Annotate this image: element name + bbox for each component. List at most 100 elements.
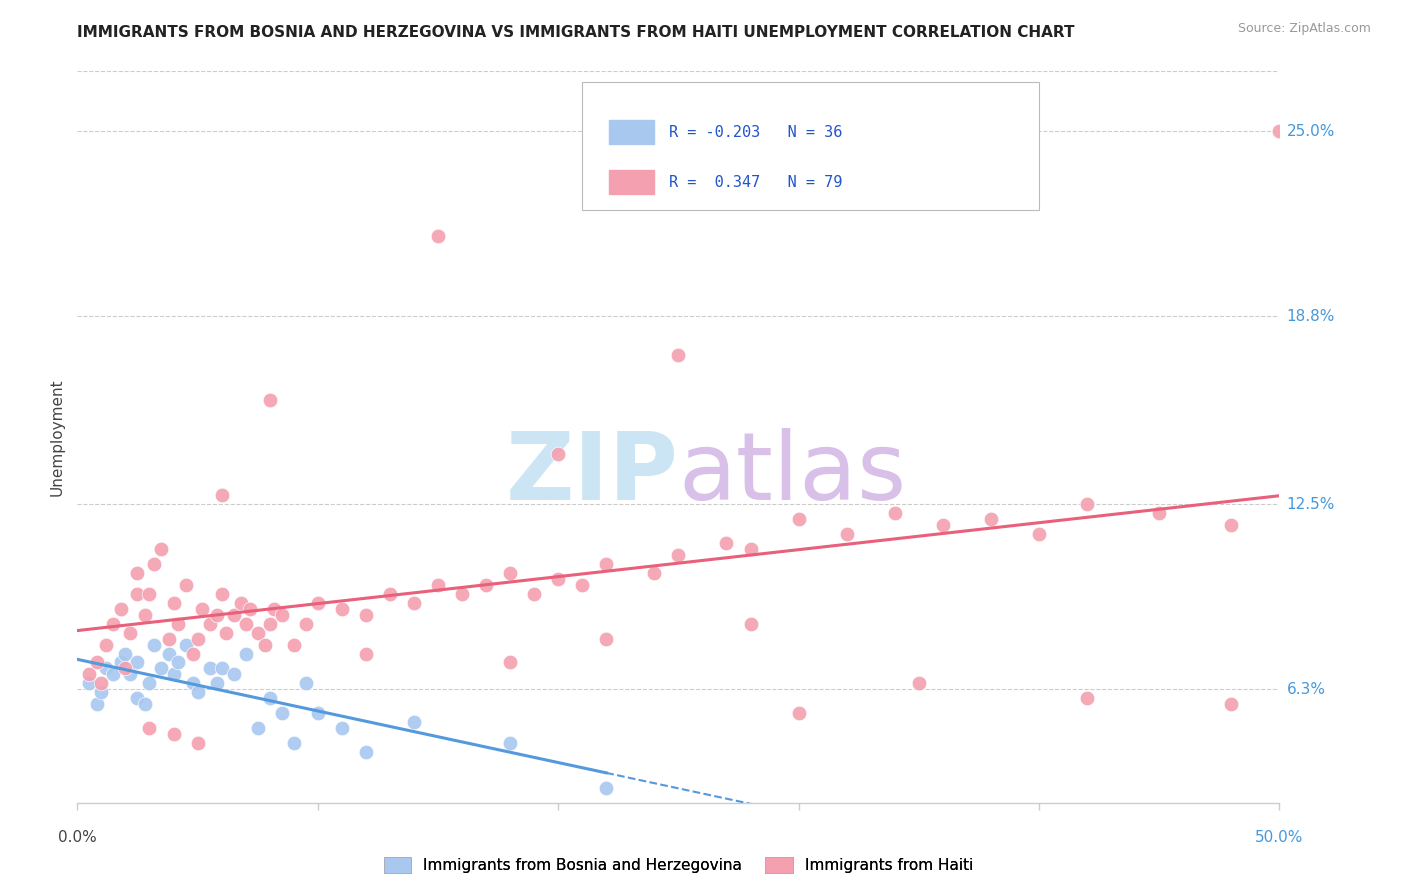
Point (162, 596, 184, 610)
Point (263, 601, 285, 615)
Point (86, 656, 108, 670)
Point (162, 727, 184, 741)
Point (205, 676, 228, 690)
Point (595, 632, 617, 646)
Point (427, 228, 450, 243)
Point (134, 607, 156, 622)
Point (523, 587, 546, 601)
Point (499, 736, 522, 750)
Point (120, 625, 142, 640)
Point (138, 676, 160, 690)
Point (668, 348, 690, 362)
Point (932, 518, 955, 533)
Point (103, 667, 125, 681)
FancyBboxPatch shape (609, 170, 654, 194)
Point (354, 607, 377, 622)
Point (127, 656, 149, 670)
Point (253, 638, 276, 652)
Point (787, 512, 810, 526)
Text: IMMIGRANTS FROM BOSNIA AND HERZEGOVINA VS IMMIGRANTS FROM HAITI UNEMPLOYMENT COR: IMMIGRANTS FROM BOSNIA AND HERZEGOVINA V… (77, 25, 1074, 40)
Point (215, 625, 238, 640)
Point (908, 676, 931, 690)
Point (174, 638, 197, 652)
Point (330, 721, 353, 735)
Point (211, 661, 233, 675)
Point (1076, 691, 1098, 706)
Point (499, 656, 522, 670)
Point (235, 616, 257, 631)
Point (127, 587, 149, 601)
Point (595, 780, 617, 795)
Point (138, 721, 160, 735)
Point (716, 536, 738, 550)
Point (547, 446, 569, 460)
Point (740, 542, 762, 557)
Point (157, 632, 180, 646)
Point (1076, 497, 1098, 511)
Point (103, 616, 125, 631)
FancyBboxPatch shape (609, 120, 654, 144)
Point (181, 647, 204, 661)
Text: atlas: atlas (679, 427, 907, 520)
Point (643, 566, 665, 580)
Text: 6.3%: 6.3% (1286, 681, 1326, 697)
Point (259, 392, 281, 407)
Point (143, 557, 166, 571)
Y-axis label: Unemployment: Unemployment (49, 378, 65, 496)
Point (270, 607, 292, 622)
Text: 18.8%: 18.8% (1286, 309, 1334, 324)
Point (205, 607, 228, 622)
Point (668, 548, 690, 562)
Point (79, 667, 101, 681)
Point (96, 638, 118, 652)
Point (110, 656, 132, 670)
Point (270, 706, 292, 721)
Point (787, 706, 810, 721)
Point (229, 596, 252, 610)
Point (211, 587, 233, 601)
Point (114, 647, 136, 661)
Point (198, 661, 221, 675)
Point (167, 616, 190, 631)
Point (150, 542, 173, 557)
Text: R =  0.347   N = 79: R = 0.347 N = 79 (669, 175, 842, 190)
Text: 0.0%: 0.0% (58, 830, 97, 845)
Point (402, 715, 425, 730)
Point (427, 578, 450, 592)
Point (186, 736, 209, 750)
Text: ZIP: ZIP (506, 427, 679, 520)
Point (110, 601, 132, 615)
Point (1028, 527, 1050, 541)
Point (79, 676, 101, 690)
Point (294, 616, 316, 631)
FancyBboxPatch shape (582, 82, 1039, 211)
Point (150, 661, 173, 675)
Point (96, 661, 118, 675)
Point (167, 656, 190, 670)
Point (127, 566, 149, 580)
Point (307, 596, 329, 610)
Point (307, 706, 329, 721)
Point (157, 647, 180, 661)
Point (90, 676, 112, 690)
Point (90, 685, 112, 699)
Point (246, 625, 269, 640)
Point (1268, 124, 1291, 138)
Point (259, 691, 281, 706)
Point (883, 506, 905, 520)
Text: 12.5%: 12.5% (1286, 497, 1334, 512)
Point (499, 566, 522, 580)
Point (127, 691, 149, 706)
Point (86, 698, 108, 712)
Point (294, 676, 316, 690)
Point (451, 587, 474, 601)
Point (980, 512, 1002, 526)
Point (114, 661, 136, 675)
Point (835, 527, 858, 541)
Point (402, 596, 425, 610)
Point (134, 698, 156, 712)
Point (354, 647, 377, 661)
Point (198, 616, 221, 631)
Point (740, 616, 762, 631)
Point (235, 647, 257, 661)
